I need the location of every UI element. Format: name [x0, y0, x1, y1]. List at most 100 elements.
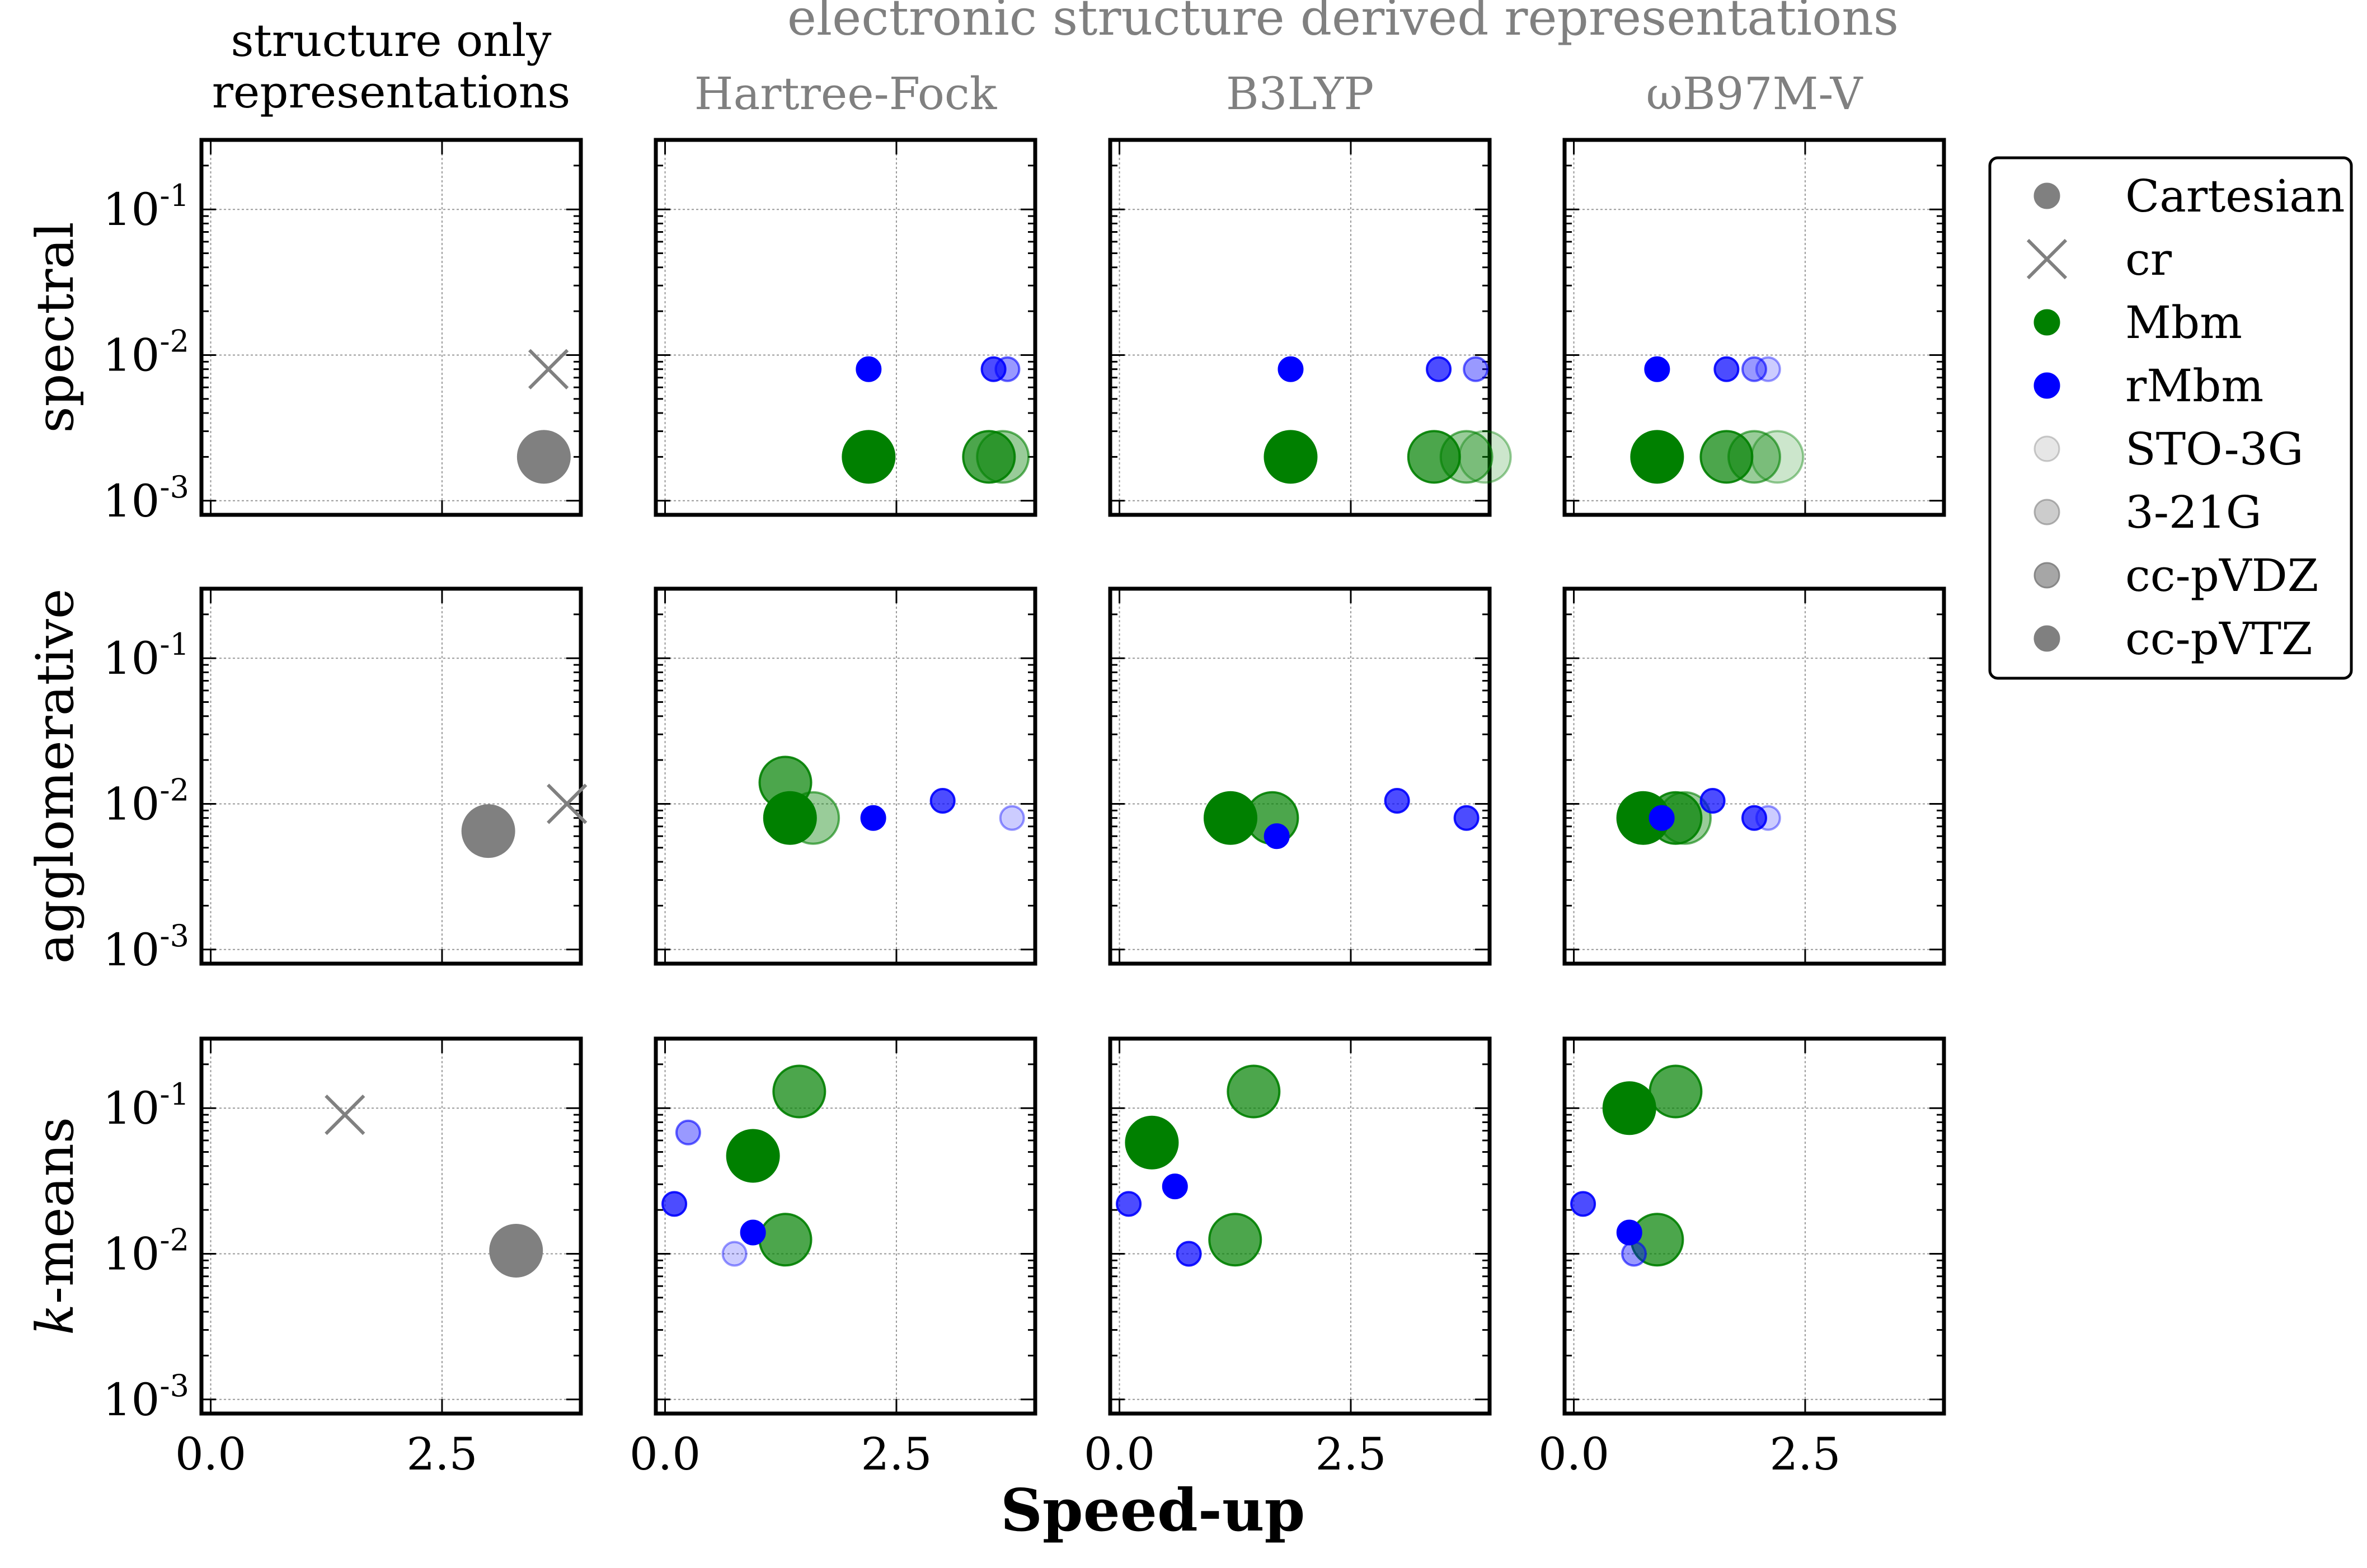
column-title: representations	[212, 66, 571, 118]
data-point-rmbm	[661, 1191, 688, 1217]
legend-label: cc-pVTZ	[2125, 613, 2313, 665]
subplot: 10-3 10-2 10-1	[103, 586, 583, 976]
y-tick-label: 10-3	[103, 470, 189, 527]
y-tick-label: 10-1	[103, 1077, 189, 1134]
data-point-mbm	[1227, 1064, 1281, 1119]
subplot-frame	[199, 586, 583, 966]
data-point-rmbm	[675, 1119, 701, 1146]
column-title: B3LYP	[1226, 68, 1374, 120]
data-point-rmbm	[1463, 356, 1489, 382]
subplot	[1108, 138, 1492, 517]
data-point-rmbm	[1453, 805, 1480, 831]
legend-marker	[2033, 625, 2060, 652]
data-point-rmbm	[1384, 787, 1410, 814]
subplot: 10-3 10-2 10-1	[103, 138, 583, 527]
data-point-mbm	[1439, 430, 1494, 484]
subplot	[1108, 1036, 1492, 1416]
subplot-frame	[1108, 586, 1492, 966]
data-point-rmbm	[1176, 1241, 1202, 1267]
subplot-frame	[654, 1036, 1037, 1416]
x-tick-label: 2.5	[1769, 1428, 1840, 1480]
x-axis-label: Speed-up	[1001, 1476, 1305, 1544]
subplot-frame	[1562, 586, 1946, 966]
series-points	[1616, 787, 1781, 845]
y-tick-label: 10-2	[103, 1222, 189, 1280]
y-tick-label: 10-3	[103, 1368, 189, 1426]
row-label: spectral	[25, 222, 85, 433]
series-points	[1116, 1064, 1281, 1267]
legend: Cartesian cr Mbm rMbm STO-3G 3-21G cc-pVDZ cc-p…	[1988, 156, 2353, 680]
x-tick-label: 0.0	[175, 1428, 246, 1480]
row-labels: spectral agglomerative k-means	[25, 222, 85, 1335]
data-point-mbm	[1458, 430, 1512, 484]
data-point-rmbm	[856, 356, 882, 382]
data-point-mbm	[726, 1129, 780, 1183]
subplot	[654, 1036, 1037, 1416]
column-title: structure only	[231, 15, 552, 67]
legend-label: STO-3G	[2125, 423, 2304, 475]
legend-label: rMbm	[2125, 360, 2263, 412]
x-tick-label: 0.0	[1538, 1428, 1609, 1480]
data-point-mbm	[1125, 1115, 1179, 1170]
data-point-mbm	[976, 430, 1030, 484]
legend-marker	[2033, 182, 2060, 209]
data-point-cartesian	[516, 430, 571, 484]
data-point-mbm	[842, 430, 896, 484]
series-points	[1570, 1064, 1703, 1267]
data-point-rmbm	[1741, 356, 1767, 382]
data-point-rmbm	[994, 356, 1021, 382]
series-points	[516, 349, 571, 484]
legend-marker	[2033, 499, 2060, 525]
legend-label: cr	[2125, 233, 2172, 285]
y-tick-label: 10-1	[103, 627, 189, 684]
data-point-mbm	[772, 1064, 826, 1119]
subplot	[1562, 586, 1946, 966]
data-point-rmbm	[1426, 356, 1452, 382]
data-point-rmbm	[1713, 356, 1740, 382]
subplot	[1562, 138, 1946, 517]
series-points	[758, 755, 1025, 845]
data-point-mbm	[962, 430, 1016, 484]
legend-marker	[2033, 372, 2060, 399]
x-tick-label: 2.5	[861, 1428, 932, 1480]
y-tick-label: 10-2	[103, 772, 189, 830]
column-title: Hartree-Fock	[694, 68, 998, 120]
subplot-frame	[199, 1036, 583, 1416]
x-tick-labels: 0.0 2.5 0.0 2.5 0.0 2.5 0.0 2.5	[175, 1428, 1841, 1480]
subplot-frame	[654, 586, 1037, 966]
data-point-rmbm	[1116, 1191, 1142, 1217]
y-tick-label: 10-1	[103, 178, 189, 236]
subplot	[1108, 586, 1492, 966]
legend-marker	[2026, 238, 2068, 280]
data-point-rmbm	[1616, 1219, 1642, 1246]
series-points	[325, 1094, 543, 1278]
subplot	[654, 586, 1037, 966]
data-point-rmbm	[1644, 356, 1670, 382]
data-point-rmbm	[1264, 823, 1290, 849]
data-point-mbm	[1407, 430, 1461, 484]
data-point-cartesian	[461, 804, 515, 858]
data-point-rmbm	[740, 1219, 766, 1246]
x-tick-label: 0.0	[1084, 1428, 1155, 1480]
data-point-rmbm	[1162, 1173, 1188, 1200]
data-point-mbm	[1699, 430, 1754, 484]
subplot-frame	[654, 138, 1037, 517]
data-point-rmbm	[1699, 787, 1726, 814]
data-point-mbm	[1727, 430, 1781, 484]
data-point-rmbm	[1621, 1241, 1647, 1267]
data-point-rmbm	[721, 1241, 748, 1267]
row-label: k-means	[25, 1117, 85, 1335]
data-point-rmbm	[929, 787, 956, 814]
data-point-cr	[528, 349, 569, 389]
data-point-mbm	[1750, 430, 1805, 484]
legend-marker	[2033, 562, 2060, 589]
x-tick-label: 2.5	[406, 1428, 477, 1480]
data-point-mbm	[1649, 1064, 1703, 1119]
subplot-frame	[1562, 1036, 1946, 1416]
subplot-frame	[1108, 1036, 1492, 1416]
data-point-mbm	[1602, 1081, 1656, 1135]
data-point-rmbm	[1570, 1191, 1596, 1217]
y-tick-label: 10-2	[103, 323, 189, 381]
subplot: 10-3 10-2 10-1	[103, 1036, 583, 1426]
